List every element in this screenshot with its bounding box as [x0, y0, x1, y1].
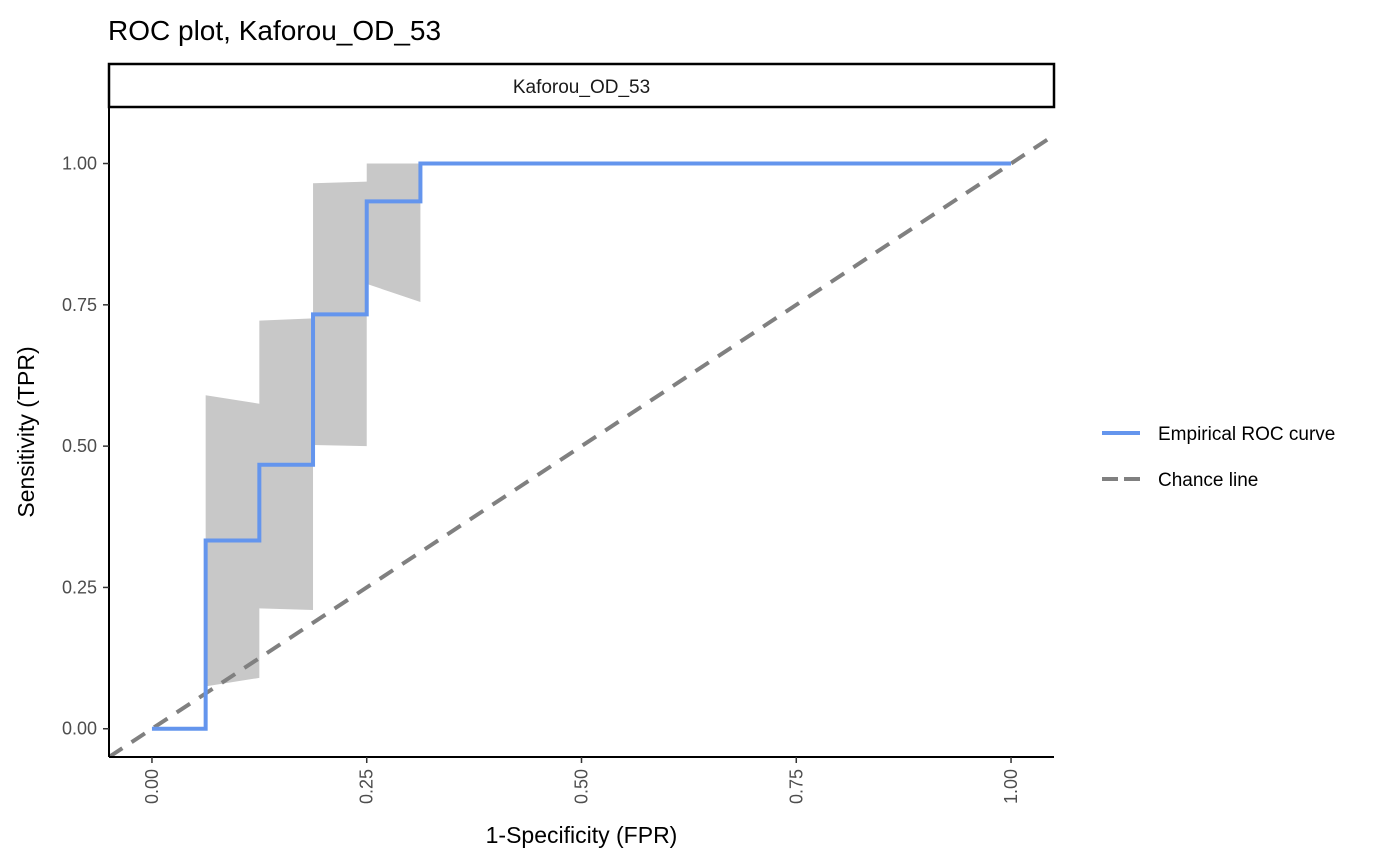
- y-tick-label: 0.00: [62, 719, 97, 739]
- x-tick-label: 0.50: [572, 769, 592, 804]
- x-tick-label: 0.00: [142, 769, 162, 804]
- facet-strip-label: Kaforou_OD_53: [513, 77, 650, 98]
- legend: Empirical ROC curve Chance line: [1102, 424, 1335, 491]
- legend-label-chance: Chance line: [1158, 470, 1258, 491]
- x-tick-label: 0.75: [786, 769, 806, 804]
- y-axis-title: Sensitivity (TPR): [13, 346, 39, 517]
- y-tick-label: 1.00: [62, 154, 97, 174]
- series-layer: [109, 133, 1054, 757]
- roc-curve-line: [151, 161, 1012, 731]
- facet-strip: [107, 62, 1056, 109]
- x-axis-title: 1-Specificity (FPR): [486, 822, 678, 848]
- legend-label-roc: Empirical ROC curve: [1158, 424, 1335, 445]
- x-tick-label: 1.00: [1001, 769, 1021, 804]
- y-tick-label: 0.25: [62, 577, 97, 597]
- axes: 0.00 0.25 0.50 0.75 1.00 0.00 0.25 0.50 0.75 1.00: [62, 107, 1054, 804]
- y-tick-label: 0.50: [62, 436, 97, 456]
- y-tick-label: 0.75: [62, 295, 97, 315]
- x-tick-label: 0.25: [357, 769, 377, 804]
- chart-title: ROC plot, Kaforou_OD_53: [108, 15, 441, 46]
